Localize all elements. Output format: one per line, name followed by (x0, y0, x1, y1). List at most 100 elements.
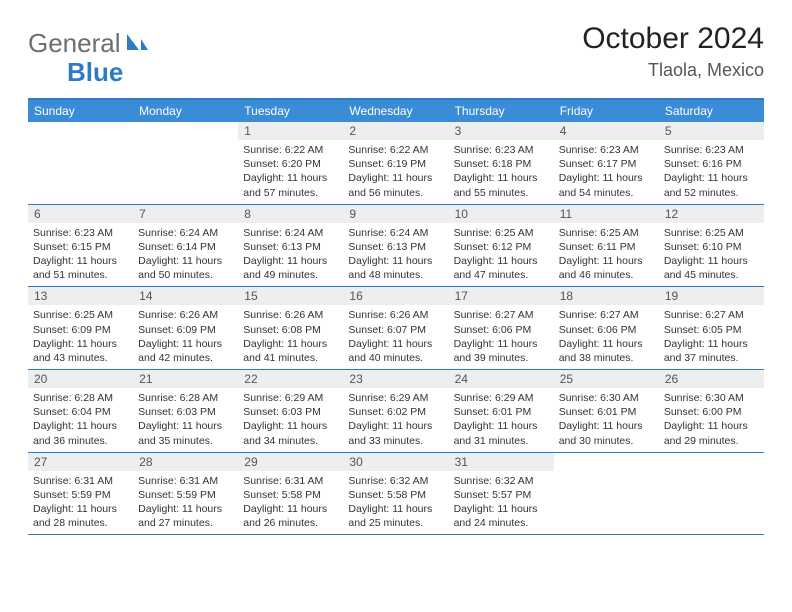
sunset-text: Sunset: 5:59 PM (138, 488, 233, 502)
day-number: 12 (659, 205, 764, 223)
day-cell: 11Sunrise: 6:25 AMSunset: 6:11 PMDayligh… (554, 205, 659, 287)
day-number: 21 (133, 370, 238, 388)
day-number: 15 (238, 287, 343, 305)
sunset-text: Sunset: 6:14 PM (138, 240, 233, 254)
day-body: Sunrise: 6:31 AMSunset: 5:59 PMDaylight:… (28, 471, 133, 535)
sunset-text: Sunset: 5:58 PM (243, 488, 338, 502)
week-row: 1Sunrise: 6:22 AMSunset: 6:20 PMDaylight… (28, 122, 764, 205)
sunrise-text: Sunrise: 6:23 AM (559, 143, 654, 157)
day-cell: 7Sunrise: 6:24 AMSunset: 6:14 PMDaylight… (133, 205, 238, 287)
day-body: Sunrise: 6:22 AMSunset: 6:20 PMDaylight:… (238, 140, 343, 204)
daylight-text: Daylight: 11 hours and 50 minutes. (138, 254, 233, 282)
day-number: 7 (133, 205, 238, 223)
daylight-text: Daylight: 11 hours and 33 minutes. (348, 419, 443, 447)
logo-text-general: General (28, 28, 121, 59)
sunrise-text: Sunrise: 6:26 AM (348, 308, 443, 322)
day-cell: 20Sunrise: 6:28 AMSunset: 6:04 PMDayligh… (28, 370, 133, 452)
sunrise-text: Sunrise: 6:24 AM (243, 226, 338, 240)
day-number: 28 (133, 453, 238, 471)
day-body: Sunrise: 6:26 AMSunset: 6:09 PMDaylight:… (133, 305, 238, 369)
day-cell: 9Sunrise: 6:24 AMSunset: 6:13 PMDaylight… (343, 205, 448, 287)
logo: General (28, 28, 151, 59)
weekday-header: Monday (133, 100, 238, 122)
day-number: 25 (554, 370, 659, 388)
day-body: Sunrise: 6:31 AMSunset: 5:59 PMDaylight:… (133, 471, 238, 535)
sunrise-text: Sunrise: 6:28 AM (33, 391, 128, 405)
day-cell: 5Sunrise: 6:23 AMSunset: 6:16 PMDaylight… (659, 122, 764, 204)
weekday-header: Friday (554, 100, 659, 122)
sunset-text: Sunset: 6:12 PM (454, 240, 549, 254)
day-number: 19 (659, 287, 764, 305)
sunrise-text: Sunrise: 6:27 AM (454, 308, 549, 322)
day-number: 18 (554, 287, 659, 305)
calendar: SundayMondayTuesdayWednesdayThursdayFrid… (28, 98, 764, 535)
calendar-page: General October 2024 Tlaola, Mexico Blue… (0, 0, 792, 557)
daylight-text: Daylight: 11 hours and 28 minutes. (33, 502, 128, 530)
empty-cell (133, 122, 238, 204)
day-body: Sunrise: 6:32 AMSunset: 5:58 PMDaylight:… (343, 471, 448, 535)
day-body: Sunrise: 6:25 AMSunset: 6:12 PMDaylight:… (449, 223, 554, 287)
daylight-text: Daylight: 11 hours and 51 minutes. (33, 254, 128, 282)
sunrise-text: Sunrise: 6:31 AM (33, 474, 128, 488)
day-cell: 26Sunrise: 6:30 AMSunset: 6:00 PMDayligh… (659, 370, 764, 452)
day-body: Sunrise: 6:27 AMSunset: 6:06 PMDaylight:… (554, 305, 659, 369)
day-body: Sunrise: 6:24 AMSunset: 6:14 PMDaylight:… (133, 223, 238, 287)
day-number: 26 (659, 370, 764, 388)
day-body: Sunrise: 6:22 AMSunset: 6:19 PMDaylight:… (343, 140, 448, 204)
daylight-text: Daylight: 11 hours and 24 minutes. (454, 502, 549, 530)
sunrise-text: Sunrise: 6:23 AM (33, 226, 128, 240)
sunrise-text: Sunrise: 6:24 AM (138, 226, 233, 240)
day-cell: 4Sunrise: 6:23 AMSunset: 6:17 PMDaylight… (554, 122, 659, 204)
day-number: 4 (554, 122, 659, 140)
week-row: 13Sunrise: 6:25 AMSunset: 6:09 PMDayligh… (28, 287, 764, 370)
day-body: Sunrise: 6:29 AMSunset: 6:03 PMDaylight:… (238, 388, 343, 452)
day-cell: 21Sunrise: 6:28 AMSunset: 6:03 PMDayligh… (133, 370, 238, 452)
sunrise-text: Sunrise: 6:27 AM (559, 308, 654, 322)
daylight-text: Daylight: 11 hours and 56 minutes. (348, 171, 443, 199)
day-body: Sunrise: 6:23 AMSunset: 6:15 PMDaylight:… (28, 223, 133, 287)
sunset-text: Sunset: 6:06 PM (559, 323, 654, 337)
day-body: Sunrise: 6:28 AMSunset: 6:03 PMDaylight:… (133, 388, 238, 452)
sunset-text: Sunset: 6:02 PM (348, 405, 443, 419)
daylight-text: Daylight: 11 hours and 55 minutes. (454, 171, 549, 199)
day-number: 13 (28, 287, 133, 305)
day-cell: 16Sunrise: 6:26 AMSunset: 6:07 PMDayligh… (343, 287, 448, 369)
day-number: 20 (28, 370, 133, 388)
daylight-text: Daylight: 11 hours and 47 minutes. (454, 254, 549, 282)
day-body: Sunrise: 6:25 AMSunset: 6:11 PMDaylight:… (554, 223, 659, 287)
sunset-text: Sunset: 6:03 PM (138, 405, 233, 419)
empty-cell (28, 122, 133, 204)
day-number: 27 (28, 453, 133, 471)
day-cell: 15Sunrise: 6:26 AMSunset: 6:08 PMDayligh… (238, 287, 343, 369)
day-cell: 24Sunrise: 6:29 AMSunset: 6:01 PMDayligh… (449, 370, 554, 452)
day-number: 8 (238, 205, 343, 223)
day-number: 24 (449, 370, 554, 388)
sunrise-text: Sunrise: 6:25 AM (454, 226, 549, 240)
sunset-text: Sunset: 6:07 PM (348, 323, 443, 337)
day-number: 1 (238, 122, 343, 140)
day-cell: 25Sunrise: 6:30 AMSunset: 6:01 PMDayligh… (554, 370, 659, 452)
empty-cell (554, 453, 659, 535)
week-row: 6Sunrise: 6:23 AMSunset: 6:15 PMDaylight… (28, 205, 764, 288)
daylight-text: Daylight: 11 hours and 25 minutes. (348, 502, 443, 530)
day-body: Sunrise: 6:24 AMSunset: 6:13 PMDaylight:… (238, 223, 343, 287)
daylight-text: Daylight: 11 hours and 54 minutes. (559, 171, 654, 199)
sunset-text: Sunset: 6:09 PM (138, 323, 233, 337)
day-body: Sunrise: 6:26 AMSunset: 6:08 PMDaylight:… (238, 305, 343, 369)
sunset-text: Sunset: 6:20 PM (243, 157, 338, 171)
day-cell: 30Sunrise: 6:32 AMSunset: 5:58 PMDayligh… (343, 453, 448, 535)
day-cell: 2Sunrise: 6:22 AMSunset: 6:19 PMDaylight… (343, 122, 448, 204)
sunset-text: Sunset: 6:01 PM (454, 405, 549, 419)
sunset-text: Sunset: 5:59 PM (33, 488, 128, 502)
daylight-text: Daylight: 11 hours and 26 minutes. (243, 502, 338, 530)
sunrise-text: Sunrise: 6:29 AM (243, 391, 338, 405)
weekday-header: Wednesday (343, 100, 448, 122)
day-body: Sunrise: 6:26 AMSunset: 6:07 PMDaylight:… (343, 305, 448, 369)
day-cell: 19Sunrise: 6:27 AMSunset: 6:05 PMDayligh… (659, 287, 764, 369)
day-number: 14 (133, 287, 238, 305)
sunrise-text: Sunrise: 6:29 AM (454, 391, 549, 405)
sunrise-text: Sunrise: 6:30 AM (559, 391, 654, 405)
day-cell: 12Sunrise: 6:25 AMSunset: 6:10 PMDayligh… (659, 205, 764, 287)
day-number: 17 (449, 287, 554, 305)
sunset-text: Sunset: 6:13 PM (243, 240, 338, 254)
